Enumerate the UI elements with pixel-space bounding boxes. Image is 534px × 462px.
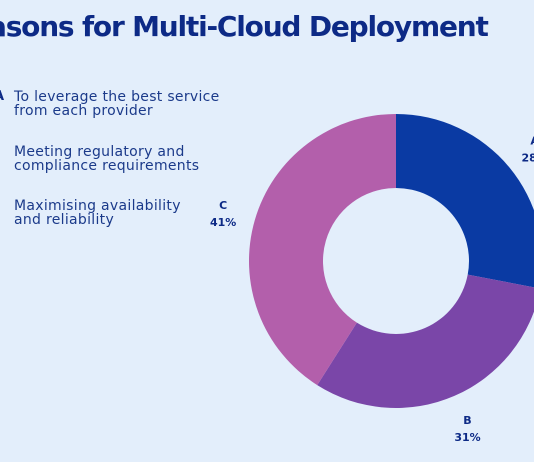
slice-category-label-a: A (530, 134, 534, 147)
legend-text-c-line-1: Maximising availability (14, 198, 181, 214)
legend-text-b-line-2: compliance requirements (14, 158, 200, 174)
slice-percent-label-b: 31% (454, 431, 480, 444)
legend-text-c-line-2: and reliability (14, 212, 115, 228)
slice-percent-label-a: 28% (522, 151, 534, 164)
legend-text-b-line-1: Meeting regulatory and (14, 144, 185, 160)
legend-text-a-line-1: To leverage the best service (14, 89, 220, 105)
slice-category-label-b: B (463, 414, 471, 427)
slice-category-label-c: C (219, 199, 227, 212)
legend-text-a: To leverage the best service from each p… (14, 90, 220, 118)
legend-text-b: Meeting regulatory and compliance requir… (14, 145, 199, 173)
legend-marker-a: A (0, 90, 4, 104)
chart-title: asons for Multi-Cloud Deployment (0, 10, 489, 43)
donut-slice-b (317, 274, 534, 408)
legend-text-c: Maximising availability and reliability (14, 199, 181, 227)
donut-slice-c (249, 113, 396, 386)
slice-percent-label-c: 41% (210, 216, 236, 229)
donut-slice-a (396, 114, 534, 288)
legend-text-a-line-2: from each provider (14, 103, 153, 119)
